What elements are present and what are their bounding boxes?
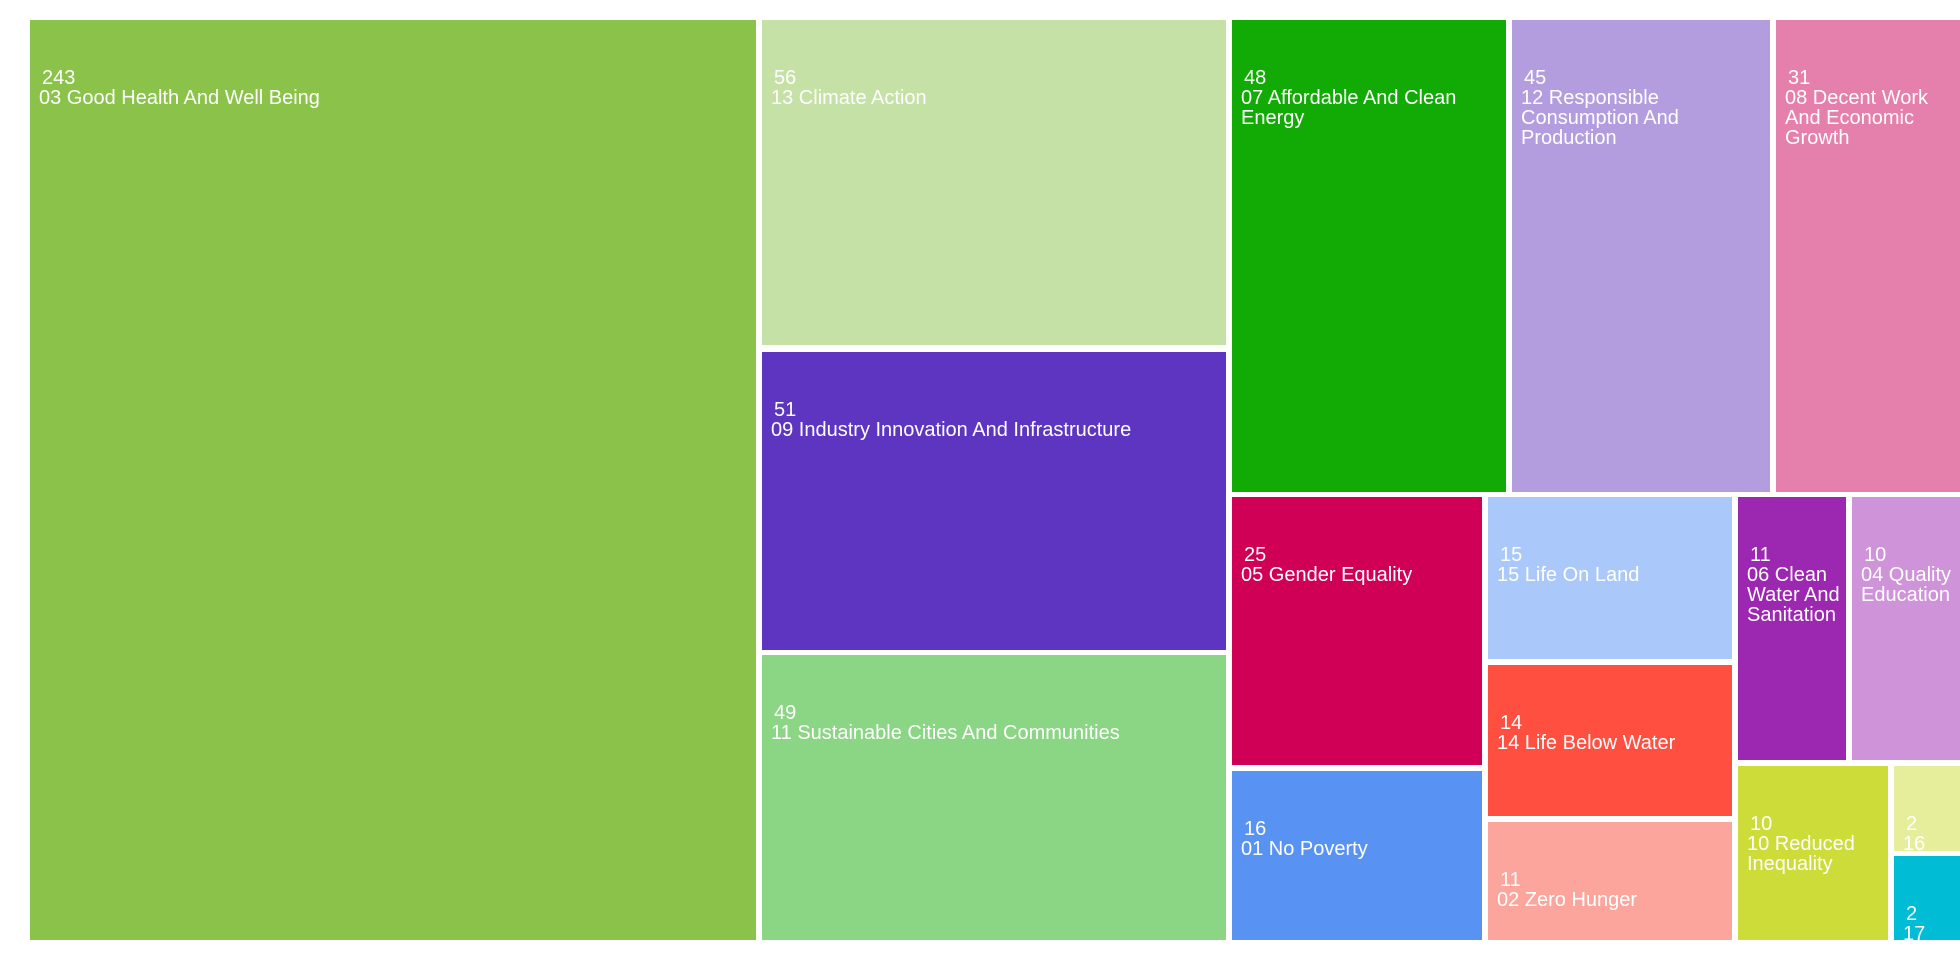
tile-label: 07 Affordable And Clean Energy — [1241, 87, 1457, 129]
tile-text: 56 13 Climate Action — [771, 68, 1222, 108]
tile-label: 05 Gender Equality — [1241, 564, 1413, 586]
treemap-tile[interactable]: 10 04 Quality Education — [1852, 497, 1960, 760]
tile-value: 49 — [774, 702, 797, 724]
tile-text: 2 17 — [1903, 904, 1956, 940]
tile-text: 45 12 Responsible Consumption And Product… — [1521, 68, 1766, 148]
treemap-tile[interactable]: 14 14 Life Below Water — [1488, 665, 1732, 816]
tile-value: 2 — [1906, 813, 1918, 835]
treemap-tile[interactable]: 31 08 Decent Work And Economic Growth — [1776, 20, 1960, 492]
tile-text: 16 01 No Poverty — [1241, 819, 1478, 859]
treemap-tile[interactable]: 2 16 — [1894, 766, 1960, 851]
tile-value: 45 — [1524, 67, 1547, 89]
tile-value: 2 — [1906, 903, 1918, 925]
tile-value: 11 — [1500, 869, 1521, 891]
tile-text: 48 07 Affordable And Clean Energy — [1241, 68, 1502, 128]
tile-label: 06 Clean Water And Sanitation — [1747, 564, 1840, 626]
tile-value: 56 — [774, 67, 797, 89]
treemap-tile[interactable]: 16 01 No Poverty — [1232, 771, 1482, 940]
treemap-tile[interactable]: 15 15 Life On Land — [1488, 497, 1732, 659]
tile-text: 51 09 Industry Innovation And Infrastruct… — [771, 400, 1222, 440]
treemap-tile[interactable]: 10 10 Reduced Inequality — [1738, 766, 1888, 940]
tile-label: 02 Zero Hunger — [1497, 889, 1638, 911]
tile-value: 31 — [1788, 67, 1811, 89]
tile-value: 11 — [1750, 544, 1771, 566]
tile-value: 15 — [1500, 544, 1523, 566]
tile-label: 16 — [1903, 833, 1926, 851]
treemap-tile[interactable]: 48 07 Affordable And Clean Energy — [1232, 20, 1506, 492]
treemap-tile[interactable]: 51 09 Industry Innovation And Infrastruct… — [762, 352, 1226, 650]
tile-text: 243 03 Good Health And Well Being — [39, 68, 752, 108]
tile-text: 10 04 Quality Education — [1861, 545, 1956, 605]
tile-text: 49 11 Sustainable Cities And Communities — [771, 703, 1222, 743]
tile-label: 15 Life On Land — [1497, 564, 1640, 586]
tile-label: 08 Decent Work And Economic Growth — [1785, 87, 1929, 149]
tile-value: 10 — [1750, 813, 1773, 835]
tile-value: 10 — [1864, 544, 1887, 566]
tile-label: 09 Industry Innovation And Infrastructur… — [771, 419, 1132, 441]
tile-label: 17 — [1903, 923, 1926, 940]
tile-text: 2 16 — [1903, 814, 1956, 851]
tile-text: 15 15 Life On Land — [1497, 545, 1728, 585]
tile-value: 25 — [1244, 544, 1267, 566]
tile-label: 03 Good Health And Well Being — [39, 87, 320, 109]
tile-value: 51 — [774, 399, 797, 421]
tile-label: 04 Quality Education — [1861, 564, 1952, 606]
tile-label: 13 Climate Action — [771, 87, 927, 109]
tile-text: 11 02 Zero Hunger — [1497, 870, 1728, 910]
tile-label: 14 Life Below Water — [1497, 732, 1676, 754]
treemap-tile[interactable]: 11 02 Zero Hunger — [1488, 822, 1732, 940]
tile-value: 16 — [1244, 818, 1267, 840]
tile-value: 48 — [1244, 67, 1267, 89]
tile-text: 31 08 Decent Work And Economic Growth — [1785, 68, 1956, 148]
treemap-tile[interactable]: 45 12 Responsible Consumption And Product… — [1512, 20, 1770, 492]
treemap-tile[interactable]: 2 17 — [1894, 856, 1960, 940]
treemap-tile[interactable]: 243 03 Good Health And Well Being — [30, 20, 756, 940]
treemap-tile[interactable]: 56 13 Climate Action — [762, 20, 1226, 345]
treemap-tile[interactable]: 49 11 Sustainable Cities And Communities — [762, 655, 1226, 940]
tile-label: 01 No Poverty — [1241, 838, 1368, 860]
tile-text: 25 05 Gender Equality — [1241, 545, 1478, 585]
tile-text: 10 10 Reduced Inequality — [1747, 814, 1884, 874]
tile-value: 243 — [42, 67, 76, 89]
tile-text: 11 06 Clean Water And Sanitation — [1747, 545, 1842, 625]
tile-label: 11 Sustainable Cities And Communities — [771, 722, 1120, 744]
tile-value: 14 — [1500, 712, 1523, 734]
treemap-tile[interactable]: 25 05 Gender Equality — [1232, 497, 1482, 765]
tile-label: 10 Reduced Inequality — [1747, 833, 1855, 875]
treemap-tile[interactable]: 11 06 Clean Water And Sanitation — [1738, 497, 1846, 760]
tile-text: 14 14 Life Below Water — [1497, 713, 1728, 753]
tile-label: 12 Responsible Consumption And Productio… — [1521, 87, 1679, 149]
